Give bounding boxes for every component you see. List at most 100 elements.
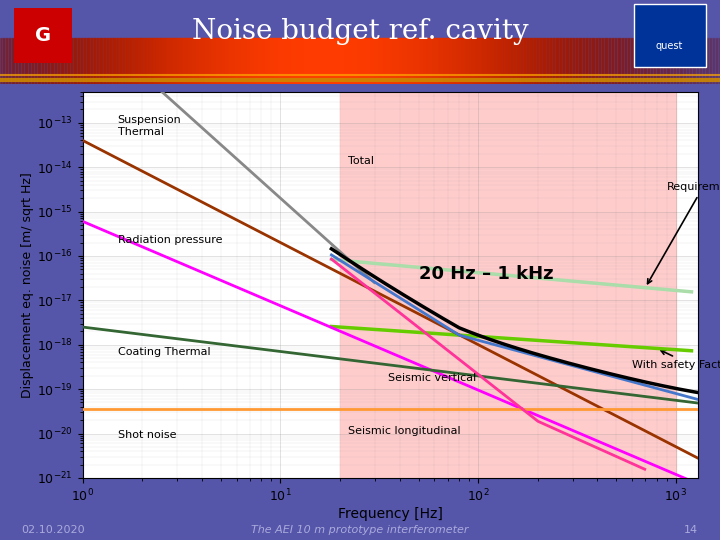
Bar	[40, 38, 42, 84]
Bar	[323, 38, 325, 84]
Bar	[546, 38, 547, 84]
Bar	[381, 38, 382, 84]
Bar	[459, 38, 460, 84]
Bar	[615, 38, 616, 84]
Bar	[300, 38, 302, 84]
Bar	[171, 38, 173, 84]
Bar	[636, 38, 638, 84]
Bar	[560, 38, 562, 84]
Bar	[130, 38, 131, 84]
Bar	[354, 38, 355, 84]
Bar	[553, 38, 554, 84]
Bar	[276, 38, 277, 84]
Bar	[420, 38, 421, 84]
Bar	[417, 38, 418, 84]
Bar	[691, 38, 693, 84]
Bar	[273, 38, 274, 84]
Bar	[387, 38, 388, 84]
Bar	[247, 38, 248, 84]
Bar	[486, 38, 487, 84]
Bar	[651, 38, 652, 84]
Bar	[589, 38, 590, 84]
Text: Seismic vertical: Seismic vertical	[388, 373, 477, 383]
Bar	[674, 38, 675, 84]
Bar	[42, 38, 43, 84]
Bar	[366, 38, 368, 84]
Bar	[341, 38, 342, 84]
Bar	[225, 38, 227, 84]
Bar	[128, 38, 130, 84]
Bar	[84, 38, 85, 84]
Bar	[687, 38, 688, 84]
Text: 02.10.2020: 02.10.2020	[22, 524, 85, 535]
Bar	[447, 38, 449, 84]
Bar	[27, 38, 29, 84]
Bar	[622, 38, 624, 84]
Bar	[92, 38, 94, 84]
Bar	[641, 38, 642, 84]
Bar	[470, 38, 472, 84]
Bar	[13, 38, 14, 84]
Bar	[144, 38, 145, 84]
Bar	[305, 38, 306, 84]
Bar	[282, 38, 283, 84]
Bar	[384, 38, 385, 84]
Bar	[582, 38, 583, 84]
Bar	[596, 38, 598, 84]
Bar	[81, 38, 82, 84]
Bar	[39, 38, 40, 84]
Bar	[519, 38, 521, 84]
Bar	[411, 38, 413, 84]
Bar	[107, 38, 108, 84]
Bar	[662, 38, 664, 84]
Bar	[652, 38, 654, 84]
Bar	[309, 38, 310, 84]
Bar	[214, 38, 215, 84]
Bar	[493, 38, 495, 84]
Bar	[346, 38, 348, 84]
Text: Coating Thermal: Coating Thermal	[117, 347, 210, 356]
Bar	[124, 38, 125, 84]
Bar	[118, 38, 120, 84]
Bar	[322, 38, 323, 84]
FancyBboxPatch shape	[634, 4, 706, 67]
Bar	[489, 38, 490, 84]
Bar	[30, 38, 32, 84]
Bar	[392, 38, 394, 84]
Bar	[168, 38, 170, 84]
Bar	[378, 38, 379, 84]
Bar	[50, 38, 52, 84]
Bar	[192, 38, 194, 84]
Bar	[719, 38, 720, 84]
Bar	[463, 38, 464, 84]
Bar	[670, 38, 671, 84]
Bar	[161, 38, 163, 84]
Bar	[147, 38, 148, 84]
Bar	[639, 38, 641, 84]
Bar	[638, 38, 639, 84]
Bar	[592, 38, 593, 84]
Bar	[148, 38, 150, 84]
Bar	[283, 38, 284, 84]
Bar	[667, 38, 668, 84]
Bar	[628, 38, 629, 84]
Bar	[701, 38, 703, 84]
Bar	[704, 38, 706, 84]
Bar	[358, 38, 359, 84]
Bar	[60, 38, 62, 84]
Bar	[698, 38, 700, 84]
Bar	[156, 38, 157, 84]
Bar	[261, 38, 263, 84]
Bar	[575, 38, 576, 84]
Bar	[12, 38, 13, 84]
Bar	[450, 38, 451, 84]
Bar	[554, 38, 556, 84]
Bar	[197, 38, 198, 84]
Bar	[576, 38, 577, 84]
Bar	[500, 38, 502, 84]
Bar	[464, 38, 466, 84]
Bar	[531, 38, 532, 84]
Bar	[220, 38, 221, 84]
Bar	[410, 38, 411, 84]
Bar	[10, 38, 12, 84]
